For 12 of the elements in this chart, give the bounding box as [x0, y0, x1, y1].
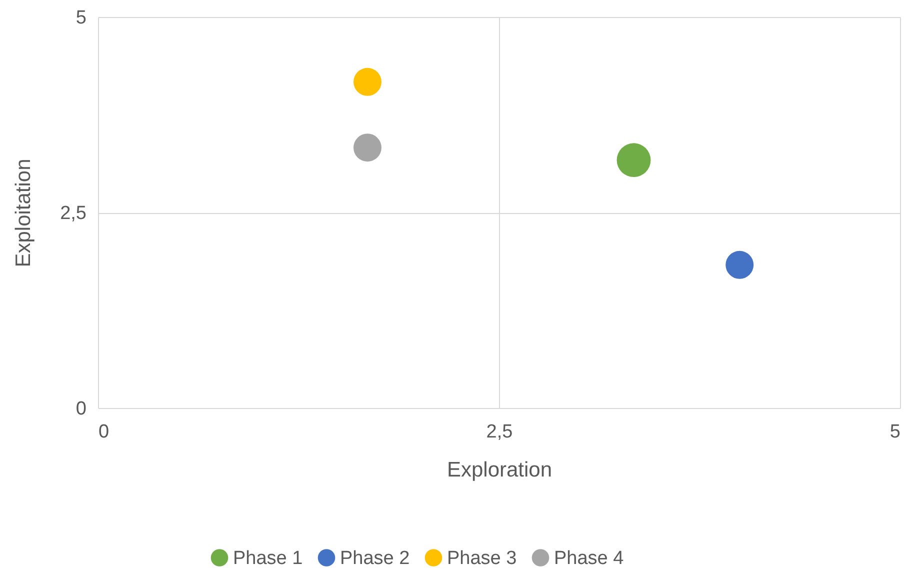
y-axis-title: Exploitation [12, 158, 36, 268]
x-tick-label: 0 [98, 422, 110, 442]
y-tick-label: 5 [76, 8, 86, 28]
legend-label: Phase 3 [447, 548, 517, 569]
y-tick-label: 2,5 [60, 203, 86, 224]
y-tick-label: 0 [76, 398, 86, 420]
legend-label: Phase 1 [233, 548, 303, 569]
legend-label: Phase 4 [554, 548, 624, 569]
x-tick-label: 5 [890, 422, 900, 442]
x-axis-title: Exploration [446, 458, 552, 482]
legend-label: Phase 2 [340, 548, 410, 569]
x-tick-label: 2,5 [486, 422, 513, 442]
